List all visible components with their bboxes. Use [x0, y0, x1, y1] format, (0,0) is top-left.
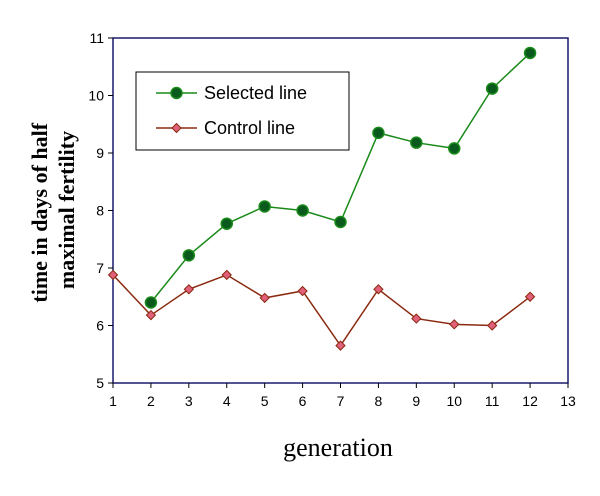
- legend-selected-marker: [170, 86, 183, 100]
- x-tick-label: 5: [261, 393, 269, 409]
- x-tick-label: 12: [522, 393, 538, 409]
- selected-line-point: [296, 204, 309, 217]
- x-tick-label: 2: [147, 393, 155, 409]
- control-line-point: [486, 320, 498, 331]
- selected-line-point: [448, 142, 461, 155]
- x-tick-label: 8: [375, 393, 383, 409]
- y-axis-title-line-1: time in days of half: [27, 122, 52, 302]
- x-tick-label: 7: [337, 393, 345, 409]
- x-tick-label: 1: [109, 393, 117, 409]
- control-line-point: [524, 291, 536, 302]
- y-tick-label: 7: [96, 260, 104, 276]
- x-tick-label: 11: [485, 393, 500, 409]
- y-tick-label: 11: [89, 30, 104, 46]
- legend: Selected line Control line: [135, 71, 350, 151]
- x-tick-label: 6: [299, 393, 307, 409]
- control-line-point: [373, 284, 384, 295]
- selected-line-point: [372, 126, 385, 140]
- x-tick-label: 10: [446, 393, 462, 409]
- control-line-point: [107, 269, 119, 281]
- selected-line-point: [182, 249, 196, 262]
- selected-line-point: [485, 82, 499, 95]
- selected-line-point: [258, 200, 271, 213]
- y-axis-title: time in days of half maximal fertility: [27, 117, 79, 302]
- selected-line-point: [410, 136, 423, 149]
- selected-line-point: [220, 217, 233, 230]
- selected-line-point: [144, 296, 158, 309]
- control-line-point: [145, 309, 157, 321]
- selected-line-point: [523, 46, 537, 60]
- y-tick-label: 9: [96, 145, 104, 161]
- x-tick-label: 13: [560, 393, 576, 409]
- selected-line-point: [334, 215, 347, 229]
- control-line-point: [259, 292, 270, 304]
- x-tick-label: 4: [223, 393, 231, 409]
- control-line-point: [183, 284, 195, 295]
- control-line-point: [221, 269, 232, 281]
- y-tick-label: 10: [88, 88, 104, 104]
- control-line-point: [449, 319, 460, 330]
- y-tick-label: 8: [96, 203, 104, 219]
- legend-control-label: Control line: [204, 118, 295, 138]
- legend-selected-label: Selected line: [204, 83, 307, 103]
- x-axis-title: generation: [283, 433, 393, 462]
- x-tick-label: 9: [412, 393, 420, 409]
- control-line-point: [297, 285, 308, 297]
- legend-control-marker: [171, 122, 182, 134]
- y-tick-label: 5: [96, 375, 104, 391]
- control-line-point: [335, 340, 346, 351]
- control-line-series-line: [112, 274, 531, 347]
- legend-box: [135, 71, 350, 151]
- control-line-point: [411, 313, 422, 324]
- series-layer: [107, 46, 537, 351]
- x-tick-label: 3: [185, 393, 193, 409]
- y-axis-title-line-2: maximal fertility: [54, 131, 79, 289]
- y-tick-label: 6: [96, 318, 104, 334]
